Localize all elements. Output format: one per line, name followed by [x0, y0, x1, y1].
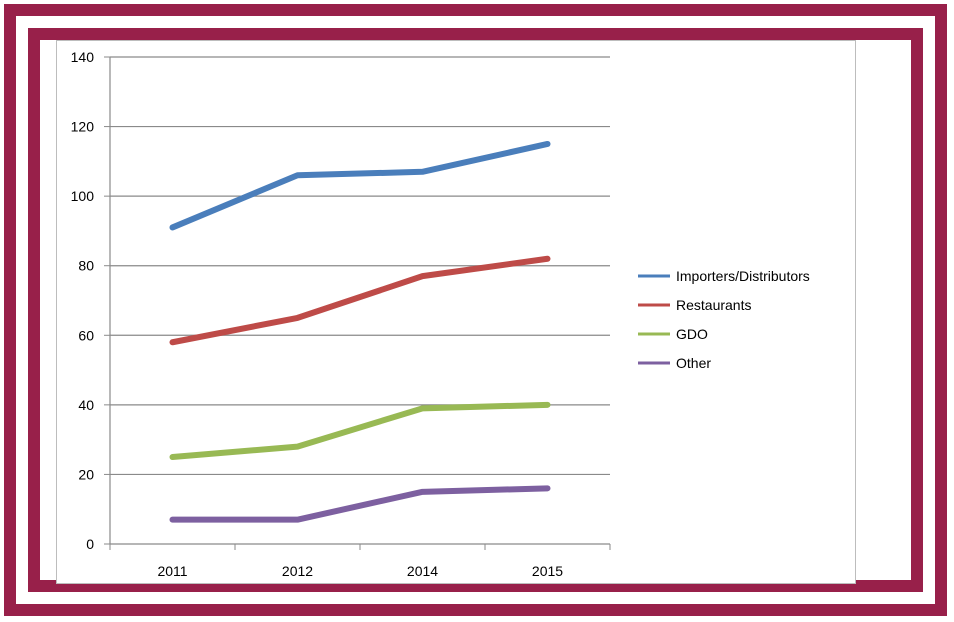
x-tick-label: 2012 [282, 563, 313, 579]
data-point [172, 226, 173, 228]
x-tick-label: 2014 [407, 563, 438, 579]
axes [104, 56, 611, 550]
data-point [422, 407, 423, 409]
data-point [547, 404, 548, 406]
data-point [172, 341, 173, 343]
data-point [297, 446, 298, 448]
x-tick-label: 2015 [532, 563, 563, 579]
gridlines [110, 56, 610, 476]
data-point [172, 519, 173, 521]
data-point [547, 487, 548, 489]
y-tick-label: 100 [71, 188, 95, 204]
series-line-restaurants [169, 255, 551, 346]
series-line-gdo [169, 401, 551, 461]
y-tick-label: 120 [71, 119, 95, 135]
data-point [547, 143, 548, 145]
series-line-other [169, 485, 551, 523]
y-tick-label: 80 [78, 258, 94, 274]
data-point [422, 491, 423, 493]
y-tick-label: 0 [86, 536, 94, 552]
x-tick-labels: 2011 2012 2014 2015 [157, 563, 563, 579]
legend-label: GDO [676, 326, 708, 342]
legend: Importers/Distributors Restaurants GDO Othe… [638, 268, 810, 371]
y-tick-label: 60 [78, 327, 94, 343]
y-tick-labels: 0 20 40 60 80 100 120 140 [71, 49, 95, 552]
data-point [422, 171, 423, 173]
outer-frame [4, 4, 947, 616]
y-tick-label: 20 [78, 466, 94, 482]
data-point [297, 519, 298, 521]
data-point [297, 317, 298, 319]
series-line-importers-distributors [169, 140, 551, 231]
legend-label: Importers/Distributors [676, 268, 810, 284]
series-lines [169, 140, 551, 523]
data-point [297, 174, 298, 176]
legend-label: Other [676, 355, 711, 371]
data-point [422, 275, 423, 277]
y-tick-label: 140 [71, 49, 95, 65]
data-point [547, 258, 548, 260]
y-tick-label: 40 [78, 397, 94, 413]
inner-frame [28, 28, 923, 592]
x-tick-label: 2011 [157, 563, 187, 579]
legend-label: Restaurants [676, 297, 751, 313]
data-point [172, 456, 173, 458]
